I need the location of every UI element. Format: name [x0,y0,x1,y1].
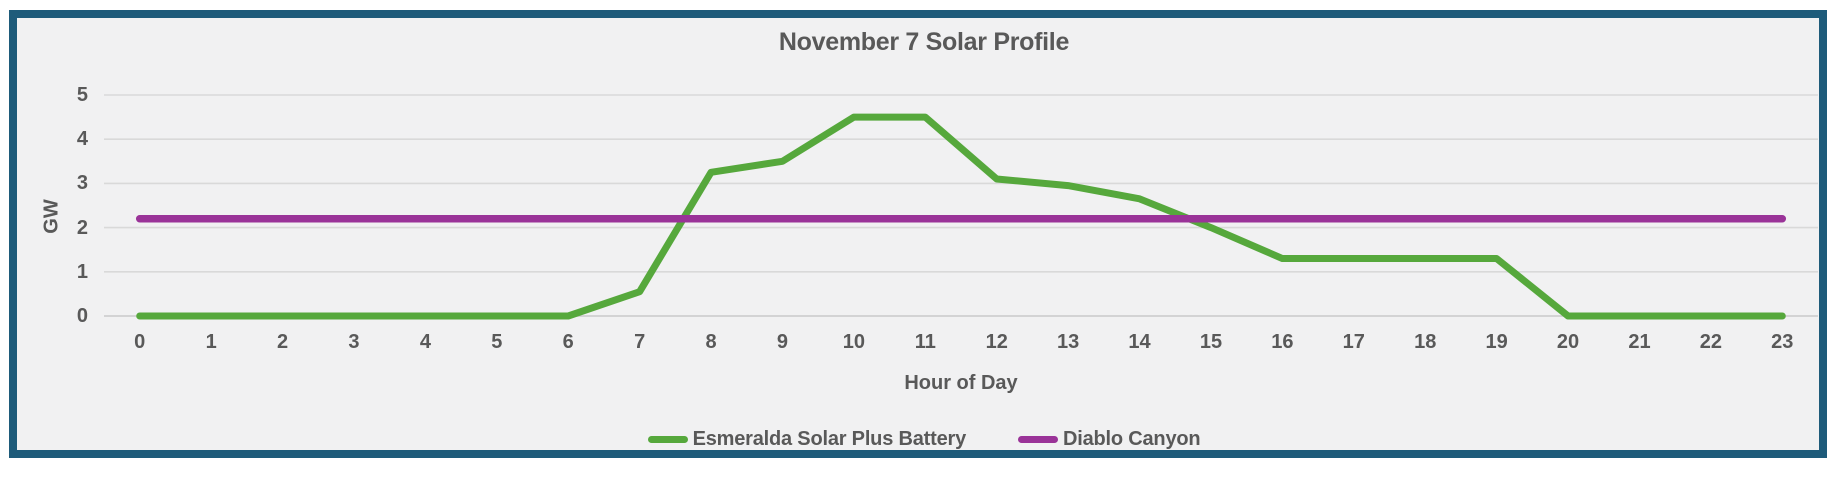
x-tick-label: 8 [705,331,717,353]
x-tick-label: 10 [842,331,865,353]
x-tick-label: 21 [1628,331,1651,353]
y-tick-label: 5 [76,84,88,106]
gridlines [104,94,1818,317]
series-line-0 [136,113,1786,320]
x-tick-label: 18 [1414,331,1437,353]
x-tick-label: 11 [914,331,936,353]
legend-label-esmeralda: Esmeralda Solar Plus Battery [692,428,967,450]
x-tick-label: 3 [348,331,360,353]
legend-item-esmeralda: Esmeralda Solar Plus Battery [647,428,967,451]
esmeralda-line-swatch [647,436,688,443]
x-tick-label: 17 [1342,331,1365,353]
x-axis-title: Hour of Day [904,372,1018,394]
x-tick-label: 7 [634,331,646,353]
x-tick-label: 14 [1128,331,1151,353]
x-tick-label: 2 [276,331,289,353]
y-tick-label: 0 [76,305,88,327]
x-tick-label: 4 [419,331,431,353]
y-tick-label: 3 [76,172,88,195]
x-tick-label: 9 [776,331,789,353]
x-tick-label: 12 [985,331,1008,353]
series-lines [135,113,1787,320]
x-tick-label: 23 [1771,331,1794,353]
x-tick-label: 16 [1271,331,1294,353]
x-tick-label: 0 [134,331,146,353]
x-tick-label: 1 [205,331,217,353]
x-tick-label: 13 [1057,331,1080,353]
legend: Esmeralda Solar Plus Battery Diablo Cany… [0,428,1848,451]
y-tick-label: 2 [76,216,88,239]
y-tick-label: 1 [76,260,88,283]
diablo-line-swatch [1018,436,1058,443]
y-axis-title: GW [40,199,63,234]
x-tick-label: 5 [491,331,503,353]
legend-item-diablo: Diablo Canyon [1018,428,1201,451]
chart-frame [9,10,1827,458]
x-tick-label: 19 [1485,331,1508,353]
x-tick-label: 15 [1199,331,1223,353]
chart-title: November 7 Solar Profile [778,28,1070,56]
legend-label-diablo: Diablo Canyon [1063,428,1201,450]
x-tick-label: 22 [1699,331,1722,353]
x-tick-label: 6 [562,331,574,353]
y-tick-label: 4 [76,128,88,151]
x-tick-label: 20 [1556,331,1580,353]
